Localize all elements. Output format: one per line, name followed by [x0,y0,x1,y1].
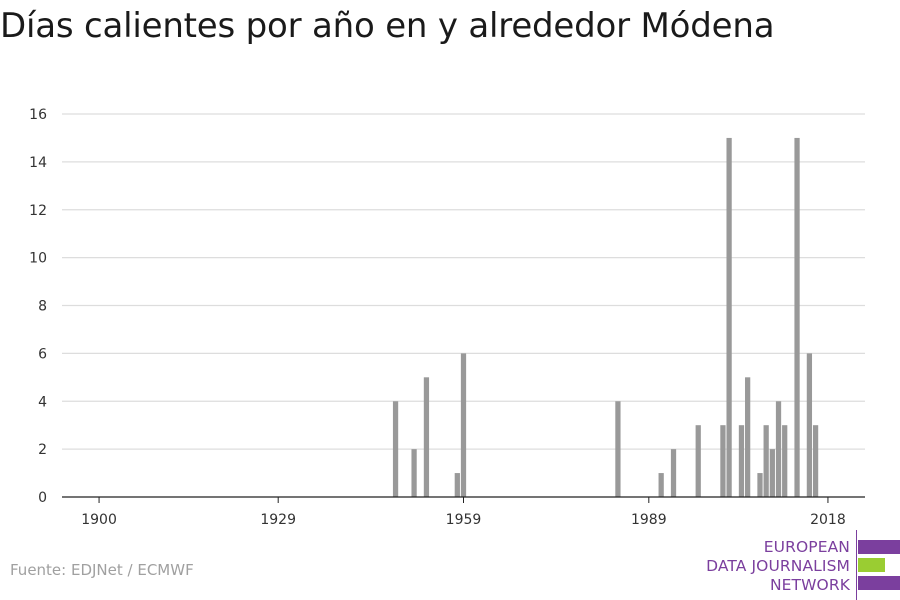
x-tick-label: 1959 [446,512,482,528]
y-tick-label: 6 [38,346,47,362]
source-note: Fuente: EDJNet / ECMWF [10,561,194,579]
y-tick-label: 8 [38,299,47,315]
logo-divider [856,530,857,600]
bar[interactable] [615,401,621,497]
bars [392,137,819,497]
logo-line-2: DATA JOURNALISM [706,557,850,575]
y-tick-label: 2 [38,442,47,458]
x-tick-label: 1989 [631,512,667,528]
bar[interactable] [812,425,819,497]
bar[interactable] [392,401,399,497]
bar[interactable] [794,137,800,497]
bar[interactable] [775,401,782,497]
bar[interactable] [806,353,813,497]
edjnet-logo[interactable]: EUROPEAN DATA JOURNALISM NETWORK [700,528,900,600]
y-tick-label: 0 [38,490,47,506]
bar[interactable] [745,377,751,497]
bar[interactable] [738,425,745,497]
y-tick-label: 12 [29,203,47,219]
bar[interactable] [782,425,788,497]
y-tick-label: 14 [29,155,47,171]
bar[interactable] [757,473,763,497]
bar[interactable] [658,473,664,497]
y-tick-label: 16 [29,107,47,123]
logo-line-1: EUROPEAN [763,538,850,556]
bar[interactable] [411,449,417,497]
x-tick-label: 2018 [810,512,846,528]
logo-line-3: NETWORK [769,576,850,594]
x-tick-label: 1900 [81,512,117,528]
bar[interactable] [670,449,677,497]
bar[interactable] [726,137,732,497]
bar[interactable] [454,473,460,497]
logo-bar-1 [858,540,900,554]
bar[interactable] [769,449,775,497]
logo-bar-3 [858,576,900,590]
bar[interactable] [460,353,467,497]
y-axis-ticks: 0 2 4 6 8 10 12 14 16 [29,107,47,506]
chart-title: Días calientes por año en y alrededor Mó… [0,6,775,46]
bar[interactable] [695,425,701,497]
logo-bar-2 [858,558,885,572]
bar[interactable] [423,377,430,497]
x-axis: 1900 1929 1959 1989 2018 [62,496,865,528]
x-tick-label: 1929 [260,512,296,528]
y-tick-label: 10 [29,251,47,267]
bar[interactable] [763,425,769,497]
bar[interactable] [720,425,726,497]
y-tick-label: 4 [38,394,47,410]
